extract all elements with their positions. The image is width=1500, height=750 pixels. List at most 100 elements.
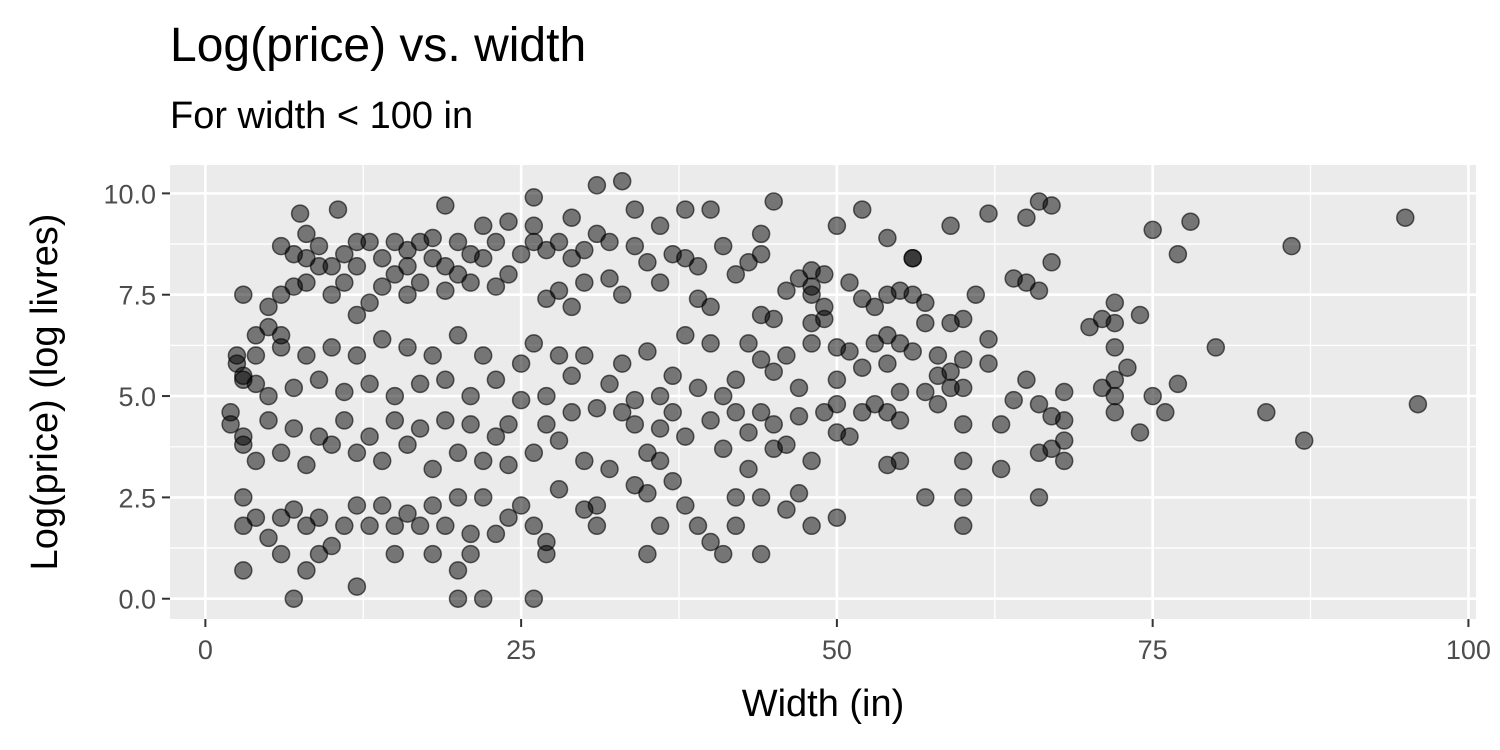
data-point — [650, 516, 670, 536]
data-point — [322, 338, 341, 357]
data-point — [802, 516, 821, 536]
data-point — [575, 273, 594, 292]
data-point — [1017, 208, 1036, 227]
data-point — [1105, 293, 1125, 313]
data-point — [448, 488, 468, 507]
y-tick-label: 5.0 — [118, 382, 156, 412]
data-point — [290, 204, 310, 223]
data-point — [221, 403, 240, 422]
data-point — [347, 577, 367, 596]
data-point — [751, 305, 771, 325]
data-point — [335, 411, 354, 430]
data-point — [764, 362, 783, 381]
data-point — [852, 358, 872, 377]
data-point — [916, 488, 935, 507]
data-point — [385, 386, 405, 406]
data-point — [903, 248, 922, 268]
data-point — [890, 451, 910, 471]
data-point — [259, 297, 278, 317]
data-point — [1206, 338, 1226, 357]
data-point — [688, 516, 708, 536]
data-point — [688, 378, 708, 398]
data-point — [1408, 394, 1428, 414]
data-point — [461, 273, 480, 292]
data-point — [423, 544, 442, 564]
data-point — [524, 443, 544, 463]
data-point — [815, 265, 834, 284]
data-point — [890, 382, 910, 402]
data-point — [575, 451, 594, 471]
data-point — [372, 248, 392, 268]
data-point — [511, 496, 531, 515]
data-point — [916, 293, 935, 313]
data-point — [234, 285, 253, 304]
data-point — [234, 516, 253, 536]
data-point — [423, 496, 442, 515]
data-point — [562, 297, 581, 317]
data-point — [827, 216, 847, 236]
data-point — [537, 386, 556, 406]
data-point — [335, 382, 354, 402]
data-point — [423, 346, 442, 365]
data-point — [423, 459, 442, 479]
data-point — [638, 342, 657, 361]
data-point — [928, 346, 948, 365]
data-point — [284, 589, 304, 608]
data-point — [1105, 370, 1125, 390]
data-point — [385, 516, 405, 536]
data-point — [398, 257, 417, 276]
x-tick-label: 100 — [1446, 635, 1491, 665]
data-point — [625, 475, 645, 495]
data-point — [473, 451, 493, 471]
data-point — [1396, 208, 1415, 227]
data-point — [663, 366, 682, 386]
data-point — [802, 334, 821, 353]
data-point — [638, 443, 657, 463]
data-point — [676, 496, 695, 515]
data-point — [1042, 253, 1061, 272]
data-point — [815, 403, 834, 422]
data-point — [246, 346, 266, 365]
data-point — [499, 265, 518, 284]
data-point — [739, 459, 758, 479]
data-point — [650, 216, 670, 236]
data-point — [612, 285, 632, 304]
data-point — [575, 346, 594, 365]
data-point — [297, 561, 316, 580]
data-point — [360, 232, 379, 252]
data-point — [587, 398, 607, 418]
data-point — [385, 411, 405, 430]
y-tick-label: 7.5 — [118, 281, 156, 311]
data-point — [461, 544, 480, 564]
data-point — [328, 200, 348, 219]
data-point — [297, 224, 316, 244]
data-point — [751, 224, 771, 244]
chart-title: Log(price) vs. width — [170, 19, 587, 72]
data-point — [549, 346, 569, 365]
data-point — [549, 431, 569, 450]
x-tick-label: 75 — [1138, 635, 1168, 665]
data-point — [486, 232, 506, 252]
data-point — [511, 390, 531, 410]
data-point — [410, 374, 430, 394]
data-point — [410, 273, 430, 292]
data-point — [612, 171, 632, 191]
data-point — [1004, 390, 1023, 410]
data-point — [271, 338, 291, 357]
data-point — [227, 354, 247, 373]
data-point — [1143, 220, 1162, 240]
axis-tick-labels: 0 25 50 75 100 0.0 2.5 5.0 7.5 10.0 — [103, 179, 1491, 665]
data-point — [751, 403, 771, 422]
data-point — [878, 228, 897, 248]
data-point — [600, 269, 619, 288]
data-point — [789, 407, 809, 426]
data-point — [600, 374, 619, 394]
data-point — [928, 394, 948, 414]
data-point — [335, 516, 354, 536]
data-point — [360, 516, 379, 536]
data-point — [372, 330, 392, 349]
data-point — [1029, 488, 1049, 507]
data-point — [297, 516, 316, 536]
data-point — [499, 212, 518, 231]
data-point — [259, 386, 278, 406]
